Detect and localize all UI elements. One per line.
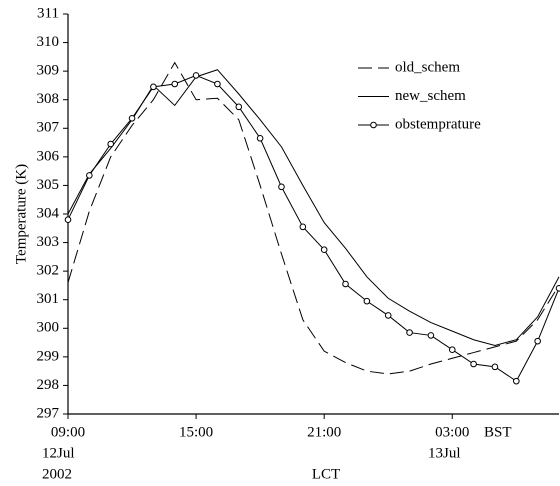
data-point xyxy=(491,363,499,371)
data-point xyxy=(86,172,93,179)
legend-label: old_schem xyxy=(395,59,460,75)
y-tick-label: 307 xyxy=(37,120,60,136)
data-point xyxy=(448,346,456,354)
y-tick-label: 299 xyxy=(37,348,60,364)
data-point xyxy=(513,377,520,385)
x-tick-label: 15:00 xyxy=(179,424,213,440)
data-point xyxy=(555,284,560,292)
annotation: 12Jul xyxy=(42,445,75,461)
annotation: 2002 xyxy=(42,466,72,482)
y-tick-label: 310 xyxy=(37,34,60,50)
data-point xyxy=(427,332,435,339)
data-point xyxy=(384,312,392,319)
data-point xyxy=(534,337,541,345)
y-tick-label: 304 xyxy=(37,205,60,221)
data-point xyxy=(235,103,243,111)
x-axis-label: LCT xyxy=(312,466,340,482)
data-point xyxy=(363,297,371,305)
x-tick-label: 21:00 xyxy=(307,424,341,440)
y-tick-label: 303 xyxy=(37,234,60,250)
y-tick-label: 302 xyxy=(37,263,60,279)
data-point xyxy=(299,223,307,231)
y-tick-label: 311 xyxy=(37,5,59,21)
data-point xyxy=(192,72,200,79)
data-point xyxy=(256,134,264,142)
y-axis-label: Temperature (K) xyxy=(13,164,29,264)
series-line xyxy=(67,61,560,375)
x-tick-label: 03:00 xyxy=(435,424,469,440)
data-point xyxy=(342,280,349,288)
data-point xyxy=(107,140,114,148)
data-point xyxy=(128,114,136,122)
y-tick-label: 306 xyxy=(37,148,60,164)
annotation: 13Jul xyxy=(428,445,461,461)
series-line xyxy=(67,74,560,382)
data-point xyxy=(171,80,179,88)
data-point xyxy=(320,246,328,254)
data-point xyxy=(150,83,157,91)
series-line xyxy=(67,69,560,346)
y-tick-label: 305 xyxy=(37,177,60,193)
data-point xyxy=(64,216,72,224)
y-tick-label: 297 xyxy=(37,405,60,421)
y-tick-label: 300 xyxy=(37,320,60,336)
y-tick-label: 301 xyxy=(37,291,60,307)
y-tick-label: 298 xyxy=(37,377,60,393)
annotation: BST xyxy=(484,424,512,440)
y-tick-label: 309 xyxy=(37,63,60,79)
data-point xyxy=(278,183,285,191)
x-tick-label: 09:00 xyxy=(51,424,85,440)
legend-label: obstemprature xyxy=(395,116,481,132)
data-point xyxy=(470,360,477,368)
y-tick-label: 308 xyxy=(37,91,60,107)
data-point xyxy=(214,80,221,88)
legend-label: new_schem xyxy=(395,88,466,104)
legend-marker xyxy=(370,121,377,129)
data-point xyxy=(406,329,413,336)
